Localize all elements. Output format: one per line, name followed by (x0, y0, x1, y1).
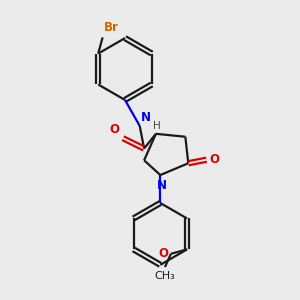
Text: N: N (157, 179, 166, 192)
Text: CH₃: CH₃ (154, 271, 176, 281)
Text: O: O (209, 153, 220, 166)
Text: O: O (110, 124, 119, 136)
Text: H: H (153, 121, 160, 131)
Text: N: N (141, 111, 151, 124)
Text: O: O (158, 247, 168, 260)
Text: Br: Br (103, 21, 118, 34)
